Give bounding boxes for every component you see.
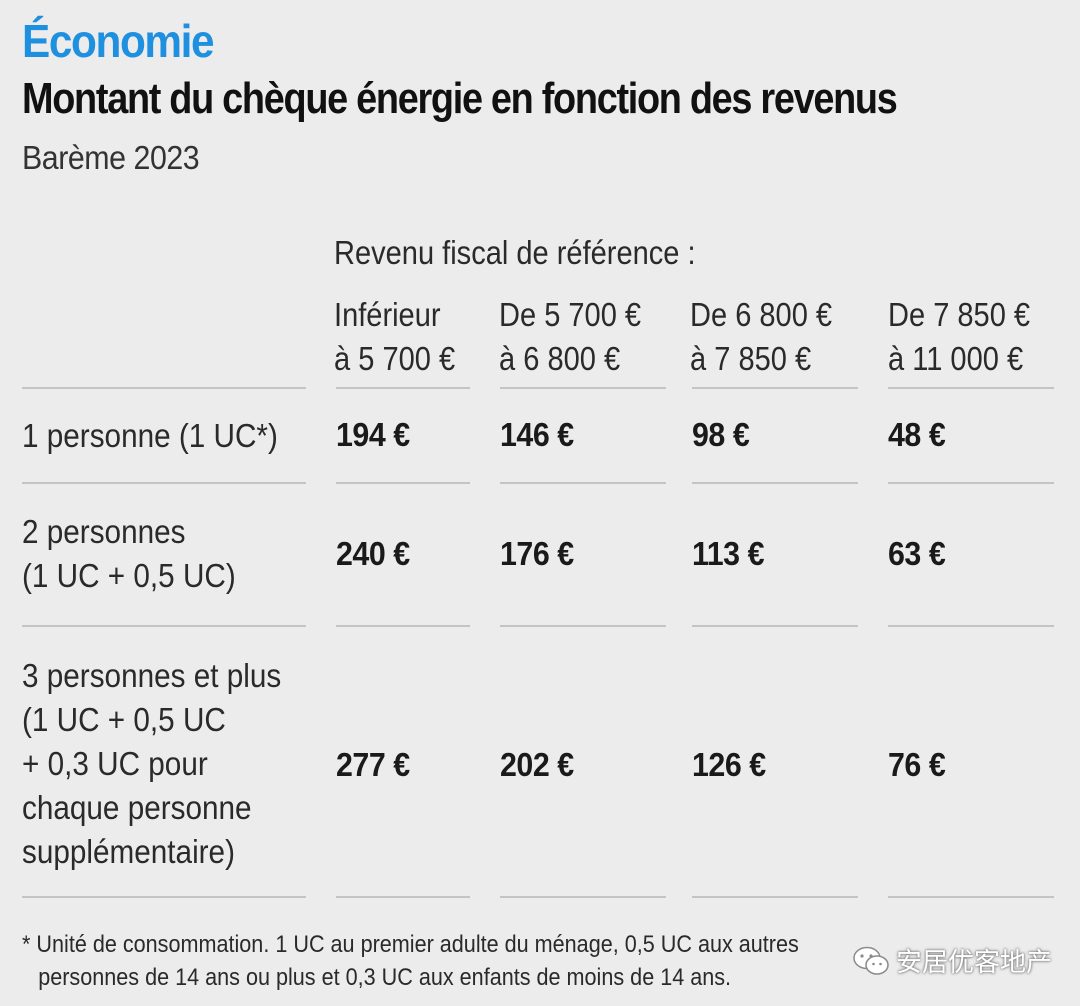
divider xyxy=(500,896,666,898)
table-cell: 277 € xyxy=(336,746,410,783)
row-label-line: + 0,3 UC pour xyxy=(22,745,208,782)
footnote-line-1: * Unité de consommation. 1 UC au premier… xyxy=(22,931,799,958)
table-cell: 176 € xyxy=(500,535,574,572)
column-header-3-line-1: De 6 800 € xyxy=(690,296,833,333)
column-header-2-line-1: De 5 700 € xyxy=(499,296,642,333)
row-label-1-personne: 1 personne (1 UC*) xyxy=(22,414,278,458)
divider xyxy=(336,387,470,389)
divider xyxy=(692,625,858,627)
column-header-2-line-2: à 6 800 € xyxy=(499,340,621,377)
column-header-3-line-2: à 7 850 € xyxy=(690,340,812,377)
column-header-4: De 7 850 € à 11 000 € xyxy=(888,293,1030,381)
table-cell: 202 € xyxy=(500,746,574,783)
table-cell: 63 € xyxy=(888,535,946,572)
row-label-line: 1 personne (1 UC*) xyxy=(22,417,278,454)
table-cell: 240 € xyxy=(336,535,410,572)
table-cell: 98 € xyxy=(692,416,750,453)
row-label-3-personnes-et-plus: 3 personnes et plus (1 UC + 0,5 UC + 0,3… xyxy=(22,654,281,874)
row-label-line: (1 UC + 0,5 UC xyxy=(22,701,226,738)
divider xyxy=(692,387,858,389)
column-header-4-line-1: De 7 850 € xyxy=(888,296,1031,333)
column-header-3: De 6 800 € à 7 850 € xyxy=(690,293,832,381)
divider xyxy=(336,625,470,627)
footnote-line-2: personnes de 14 ans ou plus et 0,3 UC au… xyxy=(38,964,732,991)
table-cell: 126 € xyxy=(692,746,766,783)
section-kicker: Économie xyxy=(22,15,215,67)
divider xyxy=(888,387,1054,389)
column-header-1-line-2: à 5 700 € xyxy=(334,340,456,377)
watermark-text: 安居优客地产 xyxy=(895,947,1052,977)
watermark: 安居优客地产 xyxy=(852,942,1052,979)
divider xyxy=(500,387,666,389)
divider xyxy=(888,625,1054,627)
divider xyxy=(22,387,306,389)
divider xyxy=(22,482,306,484)
divider xyxy=(336,896,470,898)
divider xyxy=(692,896,858,898)
row-label-line: (1 UC + 0,5 UC) xyxy=(22,557,236,594)
divider xyxy=(22,896,306,898)
row-label-line: supplémentaire) xyxy=(22,833,235,870)
row-label-line: 3 personnes et plus xyxy=(22,657,282,694)
table-cell: 194 € xyxy=(336,416,410,453)
chart-title: Montant du chèque énergie en fonction de… xyxy=(22,74,898,123)
column-header-1: Inférieur à 5 700 € xyxy=(334,293,455,381)
divider xyxy=(22,625,306,627)
chart-subtitle: Barème 2023 xyxy=(22,139,200,176)
footnote: * Unité de consommation. 1 UC au premier… xyxy=(22,928,799,994)
row-label-2-personnes: 2 personnes (1 UC + 0,5 UC) xyxy=(22,510,236,598)
table-cell: 146 € xyxy=(500,416,574,453)
row-label-line: chaque personne xyxy=(22,789,252,826)
divider xyxy=(888,896,1054,898)
column-header-1-line-1: Inférieur xyxy=(334,296,441,333)
divider xyxy=(500,625,666,627)
row-label-line: 2 personnes xyxy=(22,513,186,550)
table-cell: 48 € xyxy=(888,416,946,453)
column-header-2: De 5 700 € à 6 800 € xyxy=(499,293,641,381)
divider xyxy=(336,482,470,484)
column-header-4-line-2: à 11 000 € xyxy=(888,340,1024,377)
divider xyxy=(500,482,666,484)
income-group-header: Revenu fiscal de référence : xyxy=(334,234,696,271)
wechat-icon xyxy=(853,946,889,975)
divider xyxy=(888,482,1054,484)
table-cell: 76 € xyxy=(888,746,946,783)
divider xyxy=(692,482,858,484)
table-cell: 113 € xyxy=(692,535,765,572)
